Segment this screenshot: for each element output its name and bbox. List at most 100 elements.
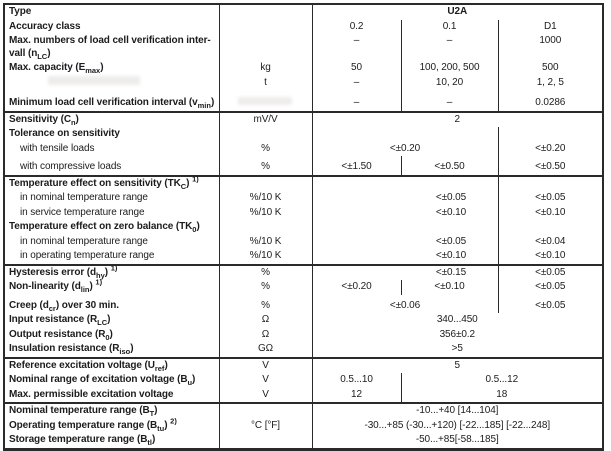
param-label: Non-linearity (dlin) 1) (4, 278, 219, 295)
value-cell: <±0.20 (312, 280, 402, 295)
unit-cell: V (218, 373, 313, 388)
param-label: Tolerance on sensitivity (4, 127, 219, 142)
label-text: ) (109, 328, 113, 340)
label-text: Minimum load cell verification interval … (9, 97, 198, 108)
value-cell: <±0.10 (401, 280, 499, 295)
value-cell: 12 (312, 387, 402, 403)
label-subscript: 0 (192, 225, 197, 234)
value-cell: U2A (447, 6, 468, 17)
param-label: Hysteresis error (dhy) 1) (4, 263, 219, 280)
datasheet-page: Type U2A Accuracy class 0.2 0.1 D1 Max. number… (3, 3, 604, 451)
unit-cell (218, 127, 313, 142)
table-row: in operating temperature range %/10 K <±0.… (4, 249, 603, 265)
value-cell: 2 (312, 110, 603, 127)
label-text: Nominal range of excitation voltage (B (9, 374, 188, 385)
label-text: in nominal temperature range (20, 235, 148, 247)
label-text: ) (192, 374, 196, 385)
label-text: in nominal temperature range (20, 192, 148, 203)
unit-cell (218, 402, 313, 419)
value-cell: – (312, 34, 402, 61)
label-text: ) (107, 314, 111, 325)
value-cell: <±0.10 (312, 249, 499, 265)
table-row: Creep (dcr) over 30 min.% <±0.06 <±0.05 (4, 294, 603, 313)
param-label: Storage temperature range (Btl) (4, 433, 219, 449)
unit-cell: %/10 K (218, 234, 313, 249)
spec-table-body: Type U2A Accuracy class 0.2 0.1 D1 Max. number… (4, 4, 603, 449)
scan-artifact (48, 76, 140, 85)
label-text: Accuracy class (9, 20, 81, 32)
unit-cell (218, 220, 313, 235)
table-row: Storage temperature range (Btl) -50...+85… (4, 433, 603, 449)
param-label: Temperature effect on sensitivity (TKC) … (4, 174, 219, 191)
label-text: Max. permissible excitation voltage (9, 388, 174, 400)
param-label: with tensile loads (4, 142, 219, 157)
value-cell: – (401, 90, 499, 112)
label-subscript: hy (96, 270, 105, 280)
value-cell: <±0.20 (312, 141, 499, 156)
value-cell: 500 (542, 62, 559, 73)
value-cell: 10, 20 (401, 75, 499, 90)
unit-cell: GΩ (218, 342, 313, 358)
label-subscript: LC (97, 318, 108, 327)
value-cell: <±0.05 (535, 192, 566, 203)
label-subscript: ref (154, 363, 165, 373)
value-cell: D1 (543, 20, 557, 32)
param-label: with compressive loads (4, 156, 219, 176)
label-subscript: C (180, 181, 187, 191)
param-label: Temperature effect on zero balance (TK0) (4, 220, 219, 235)
param-label: Insulation resistance (Riso) (4, 342, 219, 358)
value-cell: 50 (312, 61, 402, 76)
label-subscript: tu (157, 423, 165, 433)
label-text: ) (210, 97, 215, 108)
value-cell: <±0.05 (535, 281, 566, 292)
label-text: ) (164, 419, 171, 431)
label-text: Creep (d (9, 299, 49, 311)
unit-cell (218, 174, 313, 191)
value-cell: <±0.05 (535, 299, 566, 311)
table-row: Accuracy class 0.2 0.1 D1 (4, 19, 603, 34)
unit-cell: % (218, 294, 313, 313)
unit-cell: Ω (218, 327, 313, 342)
value-cell: – (312, 90, 402, 112)
value-cell: -50...+85[-58...185] (415, 434, 499, 445)
table-row: in service temperature range %/10 K <±0.10… (4, 205, 603, 221)
value-cell: <±0.04 (535, 235, 566, 247)
label-text: ) (47, 47, 51, 59)
value-cell: <±1.50 (312, 156, 402, 176)
param-label: Input resistance (RLC) (4, 313, 219, 328)
table-row: Max. numbers of load cell verification i… (4, 34, 603, 61)
unit-cell: % (218, 280, 313, 295)
label-text: ) (196, 221, 200, 232)
label-subscript: max (85, 66, 101, 75)
value-cell: <±0.10 (312, 205, 499, 220)
label-footnote-ref: 1) (110, 263, 118, 273)
table-row: Non-linearity (dlin) 1)% <±0.20 <±0.10 <±0.… (4, 278, 603, 295)
value-cell: 1000 (539, 35, 562, 46)
value-cell: <±0.15 (312, 263, 499, 280)
param-label: Max. numbers of load cell verification i… (4, 34, 219, 61)
table-row: Sensitivity (Cn) mV/V 2 (4, 110, 603, 127)
value-cell: <±0.10 (535, 250, 566, 261)
value-cell: <±0.05 (312, 191, 499, 206)
label-text: Hysteresis error (d (9, 266, 97, 278)
value-cell: 1, 2, 5 (536, 76, 564, 88)
table-row: in nominal temperature range %/10 K <±0.05… (4, 234, 603, 249)
table-row: Reference excitation voltage (Uref) V 5 (4, 356, 603, 373)
table-row: Temperature effect on zero balance (TK0) (4, 220, 603, 235)
unit-cell: %/10 K (218, 249, 313, 265)
label-subscript: 0 (105, 332, 110, 342)
table-row: Tolerance on sensitivity (4, 127, 603, 142)
label-text: ) (154, 405, 158, 416)
value-cell: <±0.20 (535, 142, 566, 154)
table-row: Output resistance (R0) Ω 356±0.2 (4, 327, 603, 342)
value-cell: 0.5...12 (485, 374, 519, 385)
table-row: Max. permissible excitation voltage V 12 18 (4, 387, 603, 403)
param-label: in service temperature range (4, 206, 219, 221)
param-label: in operating temperature range (4, 249, 219, 265)
table-row: Operating temperature range (Btu) 2) °C [… (4, 417, 603, 433)
table-row: Max. capacity (Emax) kg 50 100, 200, 500 500 (4, 61, 603, 76)
param-label: Type (4, 4, 219, 20)
label-text: in service temperature range (20, 206, 145, 218)
value-cell: >5 (451, 343, 463, 354)
unit-cell: mV/V (218, 110, 313, 127)
